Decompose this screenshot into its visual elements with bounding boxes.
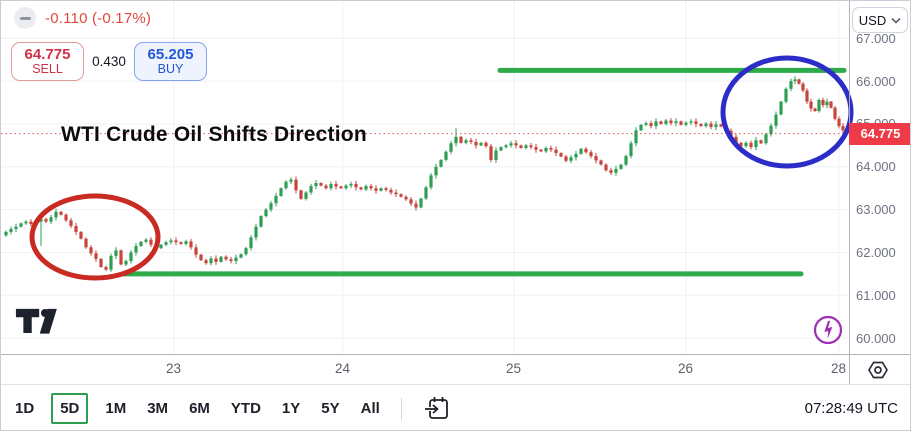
tradingview-logo[interactable] — [15, 307, 59, 337]
sell-label: SELL — [32, 61, 63, 76]
range-button-6m[interactable]: 6M — [189, 400, 210, 417]
time-axis-label: 26 — [678, 361, 694, 376]
range-button-1m[interactable]: 1M — [105, 400, 127, 417]
range-button-5y[interactable]: 5Y — [321, 400, 340, 417]
chevron-down-icon — [891, 17, 901, 24]
buy-price: 65.205 — [147, 46, 194, 64]
toolbar-divider — [400, 397, 402, 420]
price-axis-label: 61.000 — [856, 287, 896, 303]
range-button-1d[interactable]: 1D — [15, 400, 35, 417]
price-axis-label: 62.000 — [856, 244, 896, 260]
buy-label: BUY — [157, 61, 184, 76]
flash-icon[interactable] — [813, 315, 843, 345]
price-axis-label: 60.000 — [856, 330, 896, 346]
price-axis-label: 64.000 — [856, 159, 896, 175]
sell-price: 64.775 — [24, 46, 71, 64]
sell-button[interactable]: 64.775 SELL — [11, 42, 84, 81]
current-price-label: 64.775 — [849, 122, 910, 145]
currency-value: USD — [858, 12, 887, 28]
price-axis-label: 66.000 — [856, 73, 896, 89]
range-buttons: 1D 5D 1M 3M 6M YTD 1Y 5Y All — [15, 393, 380, 424]
quote-panel: 64.775 SELL 0.430 65.205 BUY — [11, 42, 207, 81]
range-button-ytd[interactable]: YTD — [230, 400, 261, 417]
chart-annotation-title: WTI Crude Oil Shifts Direction — [61, 123, 367, 146]
time-axis[interactable]: 23 24 25 26 28 — [1, 354, 910, 384]
go-to-date-button[interactable] — [423, 395, 450, 422]
price-change-text: -0.110 (-0.17%) — [45, 9, 152, 27]
price-axis[interactable]: USD 64.775 67.00066.00065.00064.00063.00… — [849, 1, 910, 354]
range-button-1y[interactable]: 1Y — [281, 400, 301, 417]
timeframe-toolbar: 1D 5D 1M 3M 6M YTD 1Y 5Y All 07:28:49 UTC — [1, 384, 910, 430]
minus-icon — [19, 16, 31, 20]
price-change-row: -0.110 (-0.17%) — [14, 7, 151, 29]
time-axis-label: 28 — [831, 361, 847, 376]
buy-button[interactable]: 65.205 BUY — [134, 42, 207, 81]
price-axis-label: 63.000 — [856, 202, 896, 218]
calendar-arrow-icon — [424, 397, 448, 419]
range-button-5d[interactable]: 5D — [51, 393, 89, 424]
range-button-all[interactable]: All — [360, 400, 380, 417]
utc-clock: 07:28:49 UTC — [804, 400, 898, 417]
spread-value: 0.430 — [92, 54, 126, 69]
collapse-button[interactable] — [14, 7, 36, 29]
candlestick-chart[interactable] — [1, 1, 911, 384]
currency-selector[interactable]: USD — [852, 7, 908, 33]
time-axis-label: 24 — [335, 361, 351, 376]
time-axis-label: 23 — [166, 361, 182, 376]
range-button-3m[interactable]: 3M — [147, 400, 169, 417]
price-axis-label: 67.000 — [856, 30, 896, 46]
time-axis-label: 25 — [506, 361, 522, 376]
scale-settings-icon[interactable] — [865, 358, 891, 382]
